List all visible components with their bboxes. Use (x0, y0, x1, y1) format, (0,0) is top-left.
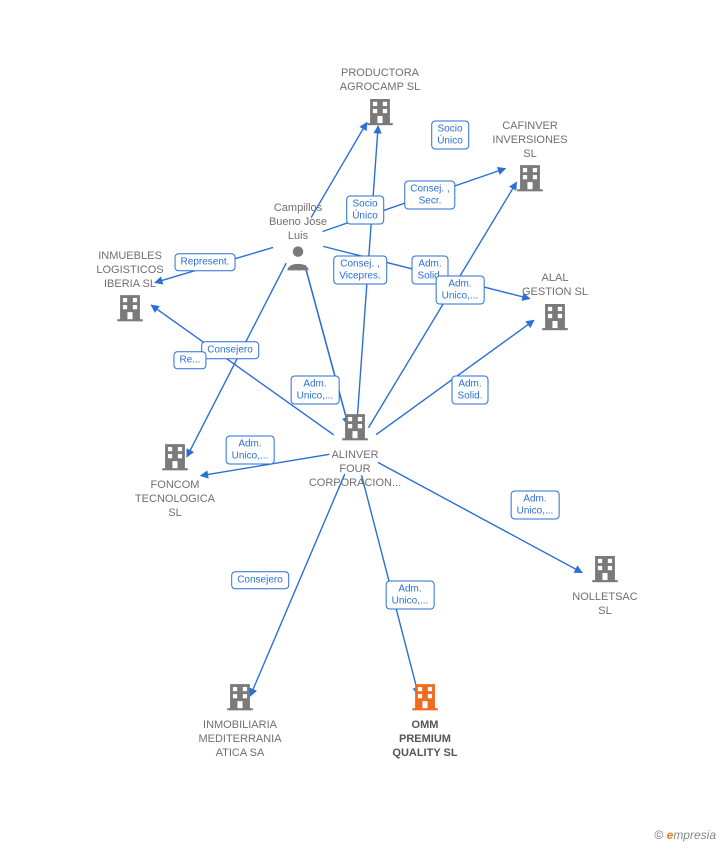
edge-label: Re... (173, 351, 206, 369)
footer-credit: © empresia (654, 828, 716, 842)
company-icon (408, 680, 442, 714)
node-label: Campillos Bueno Jose Luis (238, 202, 358, 243)
edge-person-alinver (305, 265, 348, 425)
edge-alinver-inmob (250, 474, 345, 696)
node-label: OMM PREMIUM QUALITY SL (365, 719, 485, 760)
edge-person-foncom (187, 263, 286, 457)
edge-label: Adm. Unico,... (436, 276, 485, 305)
node-cafinver[interactable]: CAFINVER INVERSIONES SL (470, 120, 590, 200)
edge-person-alinver (305, 265, 348, 425)
company-icon (223, 680, 257, 714)
node-nolletsac[interactable]: NOLLETSAC SL (545, 552, 665, 619)
edge-label: Adm. Solid. (451, 376, 488, 405)
node-alal[interactable]: ALAL GESTION SL (495, 272, 615, 339)
node-alinver[interactable]: ALINVER FOUR CORPORACION... (295, 410, 415, 490)
company-icon (538, 299, 572, 333)
company-icon (363, 94, 397, 128)
node-label: INMOBILIARIA MEDITERRANIA ATICA SA (180, 719, 300, 760)
copyright-symbol: © (654, 828, 663, 842)
node-agrocamp[interactable]: PRODUCTORA AGROCAMP SL (320, 67, 440, 134)
node-label: CAFINVER INVERSIONES SL (470, 120, 590, 161)
edge-label: Adm. Unico,... (386, 581, 435, 610)
node-inmob[interactable]: INMOBILIARIA MEDITERRANIA ATICA SA (180, 680, 300, 760)
node-label: PRODUCTORA AGROCAMP SL (320, 67, 440, 95)
company-icon (113, 291, 147, 325)
node-person[interactable]: Campillos Bueno Jose Luis (238, 202, 358, 278)
edge-label: Adm. Unico,... (511, 491, 560, 520)
company-icon (588, 552, 622, 586)
node-label: INMUEBLES LOGISTICOS IBERIA SL (70, 250, 190, 291)
person-icon (281, 243, 315, 277)
edge-alinver-omm (362, 475, 419, 695)
edge-label: Consejero (201, 341, 259, 359)
edge-label: Adm. Unico,... (291, 376, 340, 405)
node-label: NOLLETSAC SL (545, 591, 665, 619)
node-label: FONCOM TECNOLOGICA SL (115, 479, 235, 520)
diagram-canvas: Campillos Bueno Jose Luis PRODUCTORA AGR… (0, 0, 728, 850)
node-label: ALAL GESTION SL (495, 272, 615, 300)
edge-label: Consej. , Secr. (404, 181, 455, 210)
brand-rest: mpresia (673, 828, 716, 842)
node-label: ALINVER FOUR CORPORACION... (295, 449, 415, 490)
node-omm[interactable]: OMM PREMIUM QUALITY SL (365, 680, 485, 760)
edge-label: Consejero (231, 571, 289, 589)
node-inmuebles[interactable]: INMUEBLES LOGISTICOS IBERIA SL (70, 250, 190, 330)
company-icon (158, 440, 192, 474)
node-foncom[interactable]: FONCOM TECNOLOGICA SL (115, 440, 235, 520)
edge-label: Adm. Solid. (411, 256, 448, 285)
edge-alinver-agrocamp (357, 126, 378, 424)
company-icon (338, 410, 372, 444)
company-icon (513, 161, 547, 195)
